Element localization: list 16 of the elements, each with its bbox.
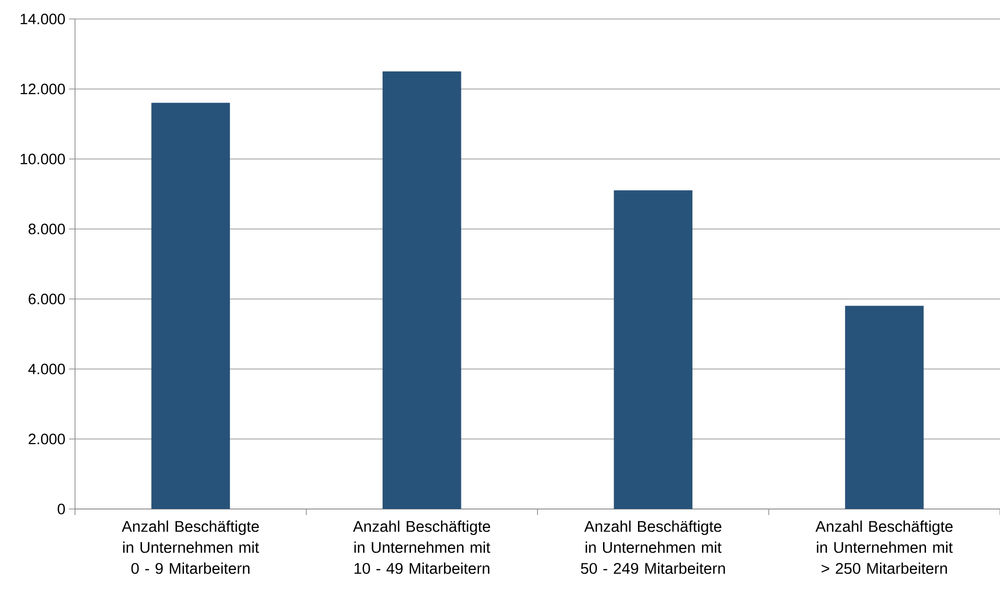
y-tick-label: 0 [58,504,65,514]
y-tick-label: 2.000 [28,434,65,444]
x-tick-label: Anzahl Beschäftigte in Unternehmen mit 50 - 249 Mitarbeitern [580,520,725,574]
y-tick-label: 4.000 [28,364,65,374]
y-tick-label: 6.000 [28,294,65,304]
bar [382,71,462,509]
y-tick-label: 10.000 [20,154,65,164]
bar [845,306,924,509]
x-tick-label: Anzahl Beschäftigte in Unternehmen mit 0 - 9 Mitarbeitern [122,520,259,574]
y-tick-label: 14.000 [20,14,65,24]
x-tick-label: Anzahl Beschäftigte in Unternehmen mit 10 - 49 Mitarbeitern [352,520,490,574]
y-tick-label: 12.000 [20,84,65,94]
bar [614,190,692,509]
x-tick-label: Anzahl Beschäftigte in Unternehmen mit > 250 Mitarbeitern [815,520,953,574]
y-tick-label: 8.000 [28,224,65,234]
bar [151,102,230,509]
